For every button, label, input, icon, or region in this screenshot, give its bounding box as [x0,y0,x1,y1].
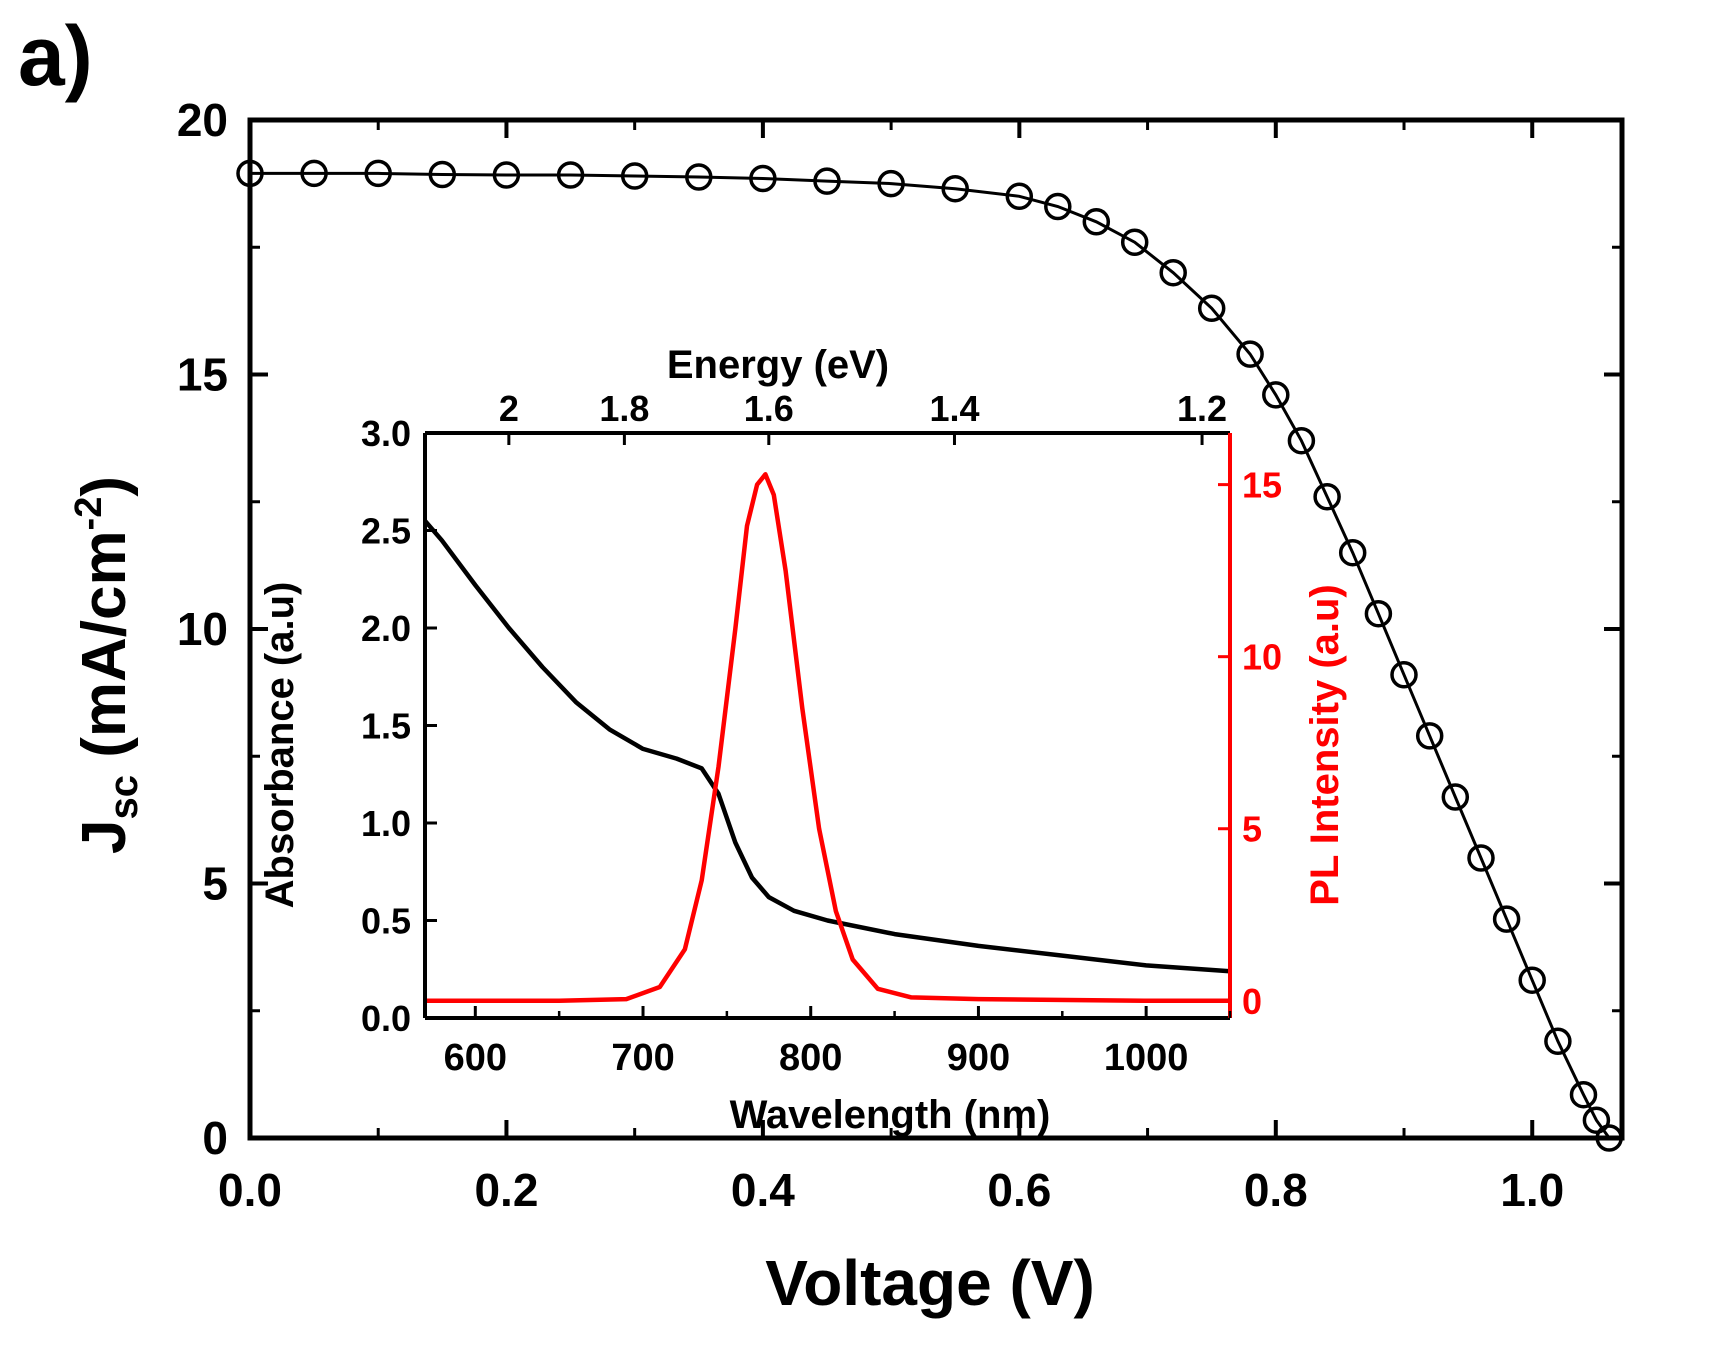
absorbance-line [423,519,1231,974]
inset-left-axis-label: Absorbance (a.u) [258,582,302,909]
data-point [1262,381,1290,409]
data-point [1338,538,1367,567]
inset-x-tick-label: 800 [779,1037,842,1079]
inset-top-tick-label: 1.4 [929,388,979,429]
inset-y-right-tick-label: 5 [1242,809,1262,850]
y-label-main: J [70,820,139,854]
data-point [1313,482,1341,511]
panel-label: a) [18,9,93,103]
data-point [364,159,392,188]
data-point [685,163,713,191]
main-x-axis-label: Voltage (V) [765,1247,1095,1319]
inset-x-tick-label: 1000 [1104,1037,1189,1079]
main-y-axis-label: Jsc (mA/cm-2) [68,476,146,854]
inset-top-tick-label: 1.8 [599,388,649,429]
data-point [813,167,841,195]
data-point [1492,905,1521,933]
inset-top-tick-label: 1.6 [744,388,794,429]
inset-x-tick-label: 900 [947,1037,1010,1079]
data-point [1120,228,1149,256]
data-point [620,162,649,190]
inset-top-tick-label: 1.2 [1177,388,1227,429]
data-point [1236,340,1264,368]
data-point [1544,1027,1572,1056]
x-tick-label: 0.8 [1244,1164,1308,1216]
inset-x-tick-label: 600 [444,1037,507,1079]
data-point [492,161,521,189]
y-tick-label: 20 [177,94,228,146]
data-point [428,160,457,189]
inset-curves [423,472,1231,1004]
inset-y-left-tick-label: 3.0 [361,413,411,454]
data-point [1569,1080,1598,1109]
inset-x-tick-label: 700 [611,1037,674,1079]
y-tick-label: 5 [202,858,228,910]
data-point [1364,599,1393,628]
data-point [1287,426,1316,455]
inset-y-left-tick-label: 0.5 [361,901,411,942]
x-tick-label: 1.0 [1500,1164,1564,1216]
inset-axes: 600 700 800 900 1000 0.0 0.5 1.0 1.5 2.0 2.5 3.0 0 5 1… [361,388,1282,1079]
inset-y-left-tick-label: 0.0 [361,998,411,1039]
y-label-sub: sc [102,775,146,820]
data-point [1005,182,1034,211]
y-label-close: ) [70,476,139,497]
data-point [1441,783,1470,811]
inset-right-axis-label: PL Intensity (a.u) [1303,584,1347,906]
data-point [1467,844,1495,872]
data-point [1044,192,1072,221]
inset-y-right-tick-label: 10 [1242,637,1282,678]
x-tick-label: 0.4 [731,1164,795,1216]
x-tick-label: 0.6 [987,1164,1051,1216]
y-label-sup: -2 [68,497,110,531]
y-tick-label: 10 [177,603,228,655]
y-label-unit: (mA/cm [70,530,139,775]
jv-line [250,171,1611,1139]
y-tick-label: 0 [202,1112,228,1164]
inset-y-left-tick-label: 2.0 [361,608,411,649]
inset-top-tick-label: 2 [499,388,519,429]
y-tick-label: 15 [177,349,228,401]
data-point [1390,661,1418,689]
data-point [877,169,905,198]
data-point [300,159,328,188]
inset-x-axis-label: Wavelength (nm) [730,1093,1051,1137]
data-point [1197,294,1226,323]
x-tick-label: 0.0 [218,1164,282,1216]
pl-intensity-line [425,472,1230,1004]
inset-y-left-tick-label: 1.5 [361,706,411,747]
inset-top-axis-label: Energy (eV) [667,343,889,387]
data-point [1415,722,1444,750]
inset-y-right-tick-label: 15 [1242,465,1282,506]
inset-y-right-tick-label: 0 [1242,981,1262,1022]
data-point [749,164,777,193]
data-point [1582,1106,1611,1134]
data-point [941,174,969,203]
data-point [1082,208,1111,236]
data-point [1518,966,1546,994]
data-point [556,161,585,189]
x-tick-label: 0.2 [474,1164,538,1216]
data-point [1159,258,1187,287]
inset-background [425,433,1230,1018]
inset-y-left-tick-label: 1.0 [361,803,411,844]
inset-chart: 600 700 800 900 1000 0.0 0.5 1.0 1.5 2.0 2.5 3.0 0 5 1… [258,343,1347,1137]
inset-y-left-tick-label: 2.5 [361,511,411,552]
